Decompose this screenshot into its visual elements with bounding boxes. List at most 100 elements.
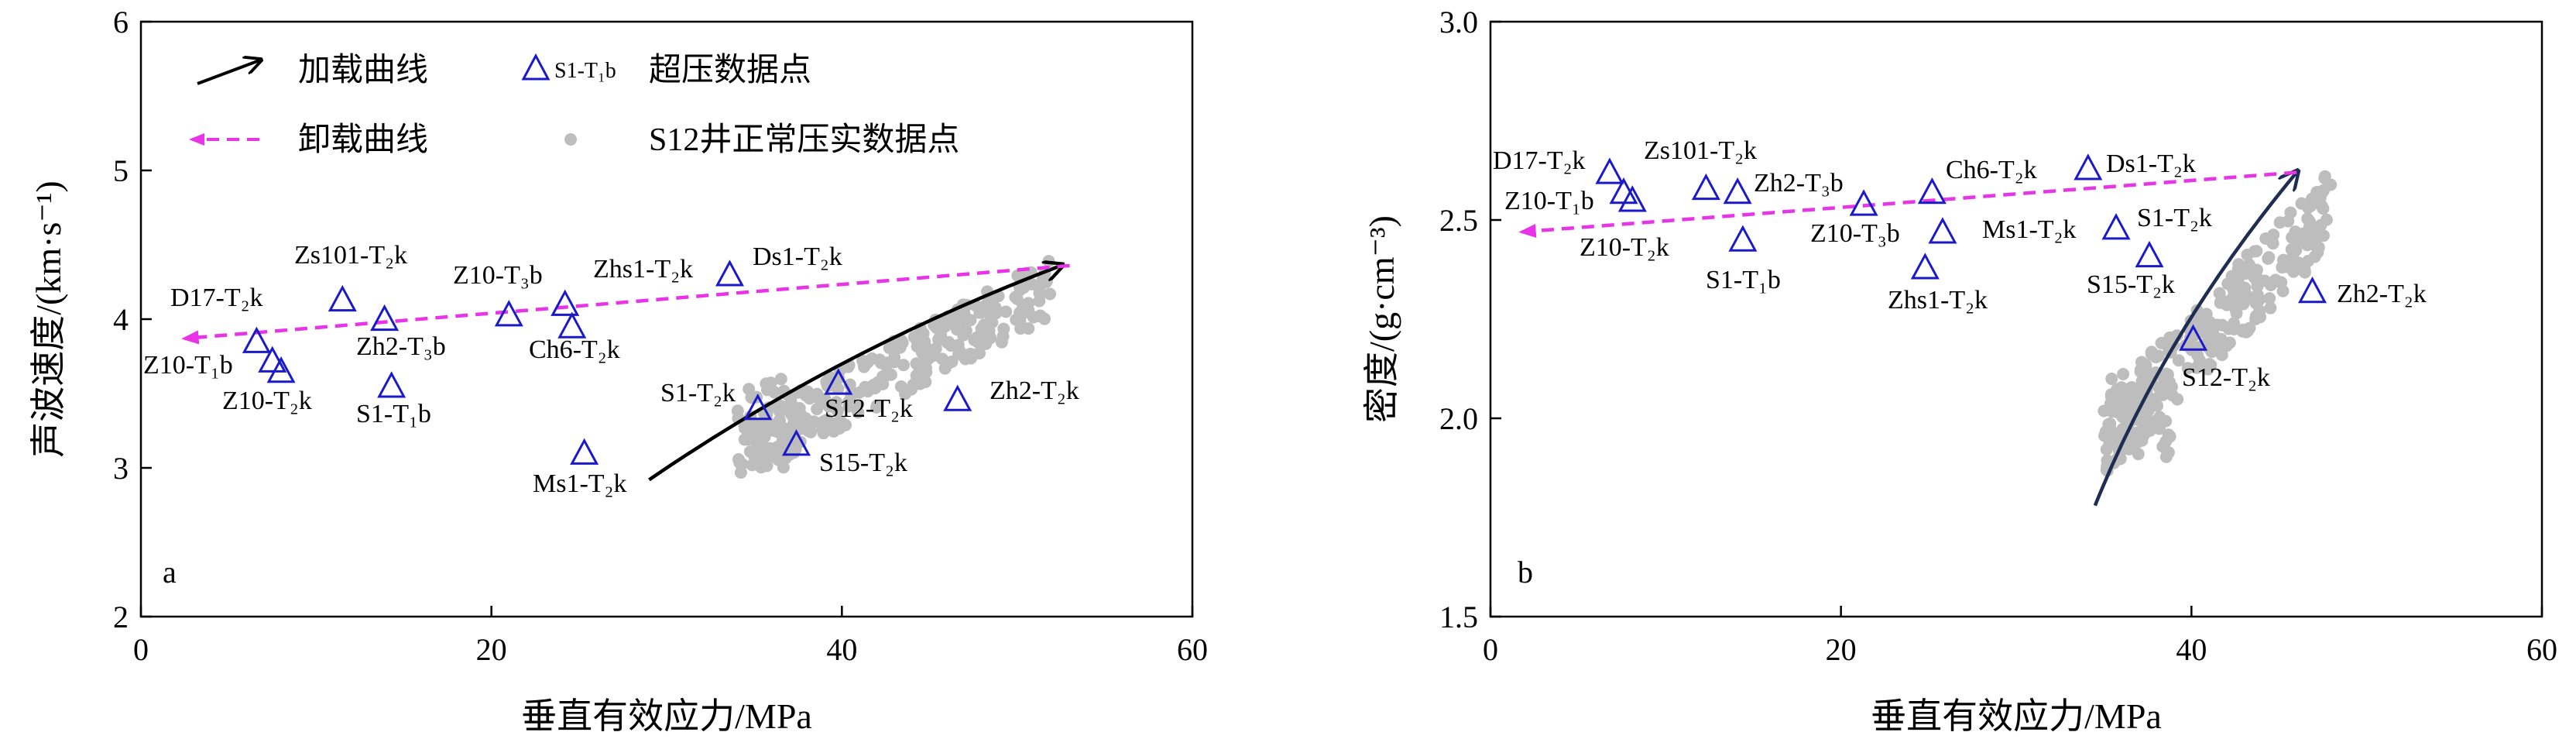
normal-point bbox=[2302, 201, 2315, 215]
loading-curve bbox=[2093, 173, 2296, 507]
normal-point bbox=[957, 328, 970, 342]
normal-point bbox=[2298, 266, 2311, 279]
x-tick-label: 60 bbox=[1177, 632, 1208, 667]
point-label: Z10-T₃b bbox=[1810, 219, 1900, 248]
overpressure-point bbox=[1595, 157, 1624, 184]
normal-point bbox=[2149, 418, 2162, 431]
normal-point bbox=[995, 335, 1008, 349]
normal-point bbox=[2159, 435, 2173, 449]
overpressure-point bbox=[266, 356, 296, 383]
normal-point bbox=[763, 442, 777, 455]
normal-point bbox=[731, 404, 744, 418]
normal-point bbox=[784, 394, 797, 407]
normal-point bbox=[2100, 443, 2113, 456]
point-label: S15-T₂k bbox=[819, 449, 907, 477]
overpressure-point bbox=[1910, 253, 1940, 280]
normal-point bbox=[2117, 368, 2130, 381]
normal-point bbox=[2245, 292, 2259, 305]
x-axis-title: 垂直有效应力/MPa bbox=[1871, 696, 2162, 736]
y-tick-label: 4 bbox=[113, 302, 129, 337]
point-label: S15-T₂k bbox=[2087, 270, 2175, 299]
normal-point bbox=[1022, 322, 1035, 335]
normal-point bbox=[2232, 258, 2245, 271]
point-label: Ms1-T₂k bbox=[533, 469, 626, 498]
normal-point bbox=[990, 307, 1003, 320]
normal-point bbox=[2101, 454, 2114, 467]
point-label: Z10-T₁b bbox=[1504, 187, 1594, 215]
point-label: Zh2-T₂k bbox=[2337, 280, 2427, 308]
normal-point bbox=[1000, 305, 1013, 318]
normal-point bbox=[1044, 287, 1057, 301]
overpressure-point bbox=[2179, 324, 2208, 351]
normal-point bbox=[1025, 278, 1038, 291]
point-label: S1-T₁b bbox=[356, 400, 431, 428]
y-tick-label: 2 bbox=[113, 600, 129, 634]
normal-point bbox=[938, 362, 952, 375]
overpressure-point bbox=[494, 300, 523, 327]
normal-point bbox=[2318, 171, 2331, 184]
normal-point bbox=[2286, 231, 2299, 244]
normal-point bbox=[894, 380, 907, 393]
overpressure-point bbox=[743, 394, 773, 421]
overpressure-point bbox=[2297, 277, 2327, 304]
overpressure-point bbox=[2101, 213, 2131, 240]
normal-point bbox=[869, 382, 882, 395]
normal-point bbox=[842, 400, 856, 413]
overpressure-point bbox=[1728, 225, 1758, 252]
overpressure-point bbox=[781, 429, 811, 456]
normal-point bbox=[794, 421, 808, 435]
legend-overpressure-symbol: S1-T₁b bbox=[554, 59, 616, 83]
normal-point bbox=[777, 461, 790, 474]
legend-normal-label: S12井正常压实数据点 bbox=[649, 122, 959, 158]
normal-point bbox=[1042, 255, 1055, 268]
overpressure-point bbox=[1928, 217, 1957, 244]
point-label: S12-T₂k bbox=[825, 394, 913, 423]
normal-point bbox=[2105, 425, 2118, 438]
overpressure-point bbox=[1691, 173, 1720, 201]
normal-point bbox=[971, 332, 984, 345]
normal-point bbox=[2158, 376, 2171, 389]
normal-compaction-points bbox=[2098, 170, 2338, 477]
normal-point bbox=[753, 418, 767, 431]
point-label: Ch6-T₂k bbox=[529, 335, 620, 364]
point-label: Zs101-T₂k bbox=[294, 241, 407, 270]
unloading-curve bbox=[1518, 170, 2297, 238]
normal-point bbox=[870, 400, 883, 414]
normal-point bbox=[758, 430, 771, 443]
normal-point bbox=[2111, 383, 2124, 396]
overpressure-point bbox=[1617, 185, 1647, 212]
normal-point bbox=[811, 387, 824, 400]
normal-point bbox=[847, 387, 860, 400]
normal-point bbox=[2131, 436, 2144, 449]
x-tick-label: 0 bbox=[1483, 632, 1498, 667]
overpressure-point bbox=[943, 384, 972, 411]
normal-point bbox=[2152, 349, 2165, 363]
normal-point bbox=[2317, 229, 2330, 242]
normal-point bbox=[2308, 236, 2321, 249]
normal-point bbox=[866, 352, 879, 365]
normal-point bbox=[2201, 363, 2214, 376]
legend-overpressure-marker bbox=[521, 53, 551, 81]
normal-point bbox=[2151, 399, 2164, 412]
y-tick-label: 3 bbox=[113, 451, 129, 486]
normal-point bbox=[897, 359, 910, 372]
overpressure-point bbox=[570, 438, 599, 465]
normal-point bbox=[2252, 272, 2265, 285]
normal-compaction-points bbox=[731, 255, 1057, 479]
overpressure-points: D17-T₂k Z10-T₁b Z10-T₂k Zs101-T₂k Zh2-T₃b S1-… bbox=[143, 241, 1079, 498]
overpressure-points: D17-T₂k Z10-T₁b Z10-T₂k Zs101-T₂k Zh2-T₃b S1-… bbox=[1493, 136, 2427, 392]
normal-point bbox=[2287, 247, 2300, 260]
normal-point bbox=[2308, 250, 2321, 263]
normal-point bbox=[2225, 270, 2238, 283]
x-tick-label: 20 bbox=[476, 632, 507, 667]
normal-point bbox=[733, 456, 746, 469]
normal-point bbox=[997, 322, 1010, 335]
point-label: Z10-T₂k bbox=[1580, 233, 1669, 262]
normal-point bbox=[831, 404, 844, 418]
y-axis-title: 声波速度/(km·s⁻¹) bbox=[29, 180, 68, 458]
normal-point bbox=[2132, 448, 2145, 461]
normal-point bbox=[2264, 301, 2277, 315]
y-tick-label: 2.5 bbox=[1439, 203, 1478, 238]
normal-point bbox=[763, 419, 777, 432]
point-label: Zhs1-T₂k bbox=[1888, 286, 1988, 315]
